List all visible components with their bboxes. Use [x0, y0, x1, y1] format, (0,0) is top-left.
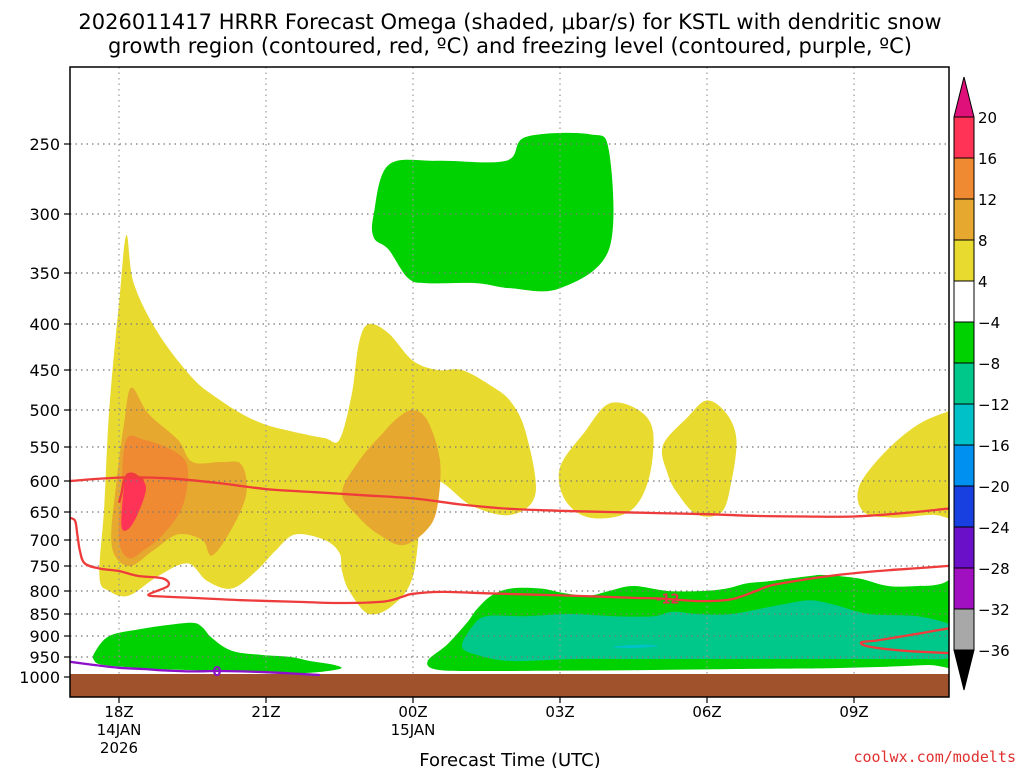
x-tick-label-18Z: 18Z	[104, 703, 133, 721]
colorbar-swatch-5	[953, 321, 975, 364]
dgz-line-right-loop	[859, 627, 949, 655]
colorbar-label-12: −32	[978, 601, 1010, 619]
x-tick-label-09Z: 09Z	[839, 703, 868, 721]
y-tick-label-350: 350	[29, 264, 60, 283]
colorbar-swatch-7	[953, 403, 975, 446]
y-tick-label-300: 300	[29, 205, 60, 224]
colorbar-top-arrow	[953, 76, 975, 118]
plot-frame	[69, 66, 950, 698]
credit-text: coolwx.com/modelts	[853, 748, 1016, 766]
dgz-contour-label: -12	[656, 592, 680, 607]
colorbar-swatch-11	[953, 567, 975, 610]
colorbar-label-11: −28	[978, 560, 1010, 578]
x-tick-label-06Z: 06Z	[692, 703, 721, 721]
y-tick-label-250: 250	[29, 135, 60, 154]
omega-neg8-lower	[461, 600, 949, 662]
colorbar-label-5: −4	[978, 314, 1000, 332]
x-tick-label-21Z: 21Z	[251, 703, 280, 721]
y-tick-label-1000: 1000	[19, 668, 60, 687]
omega-8-middle	[342, 409, 441, 546]
colorbar-label-8: −16	[978, 437, 1010, 455]
plot-area: -12 0	[70, 67, 949, 697]
omega-neg4-upper	[371, 132, 614, 292]
x-axis-title: Forecast Time (UTC)	[419, 750, 600, 768]
y-tick-label-950: 950	[29, 648, 60, 667]
omega-4-right-2	[661, 400, 737, 517]
y-tick-label-850: 850	[29, 605, 60, 624]
x-tick-label-03Z: 03Z	[545, 703, 574, 721]
y-tick-label-500: 500	[29, 401, 60, 420]
colorbar-label-6: −8	[978, 355, 1000, 373]
colorbar-label-1: 16	[978, 150, 997, 168]
y-tick-label-600: 600	[29, 472, 60, 491]
colorbar-label-4: 4	[978, 273, 988, 291]
x-tick-sublabel-14JAN: 14JAN	[97, 721, 142, 739]
contour-lines-layer: -12 0	[70, 472, 949, 680]
dgz-line-red-small	[117, 472, 145, 503]
dgz-line-left-drop	[70, 516, 949, 605]
colorbar-label-9: −20	[978, 478, 1010, 496]
y-tick-label-550: 550	[29, 438, 60, 457]
colorbar-swatch-6	[953, 362, 975, 405]
weak-band	[613, 644, 659, 648]
colorbar-swatch-12	[953, 608, 975, 651]
colorbar-swatch-8	[953, 444, 975, 487]
freezing-level-line	[70, 660, 320, 677]
omega-12-left	[118, 435, 189, 559]
chart-title-line-1: 2026011417 HRRR Forecast Omega (shaded, …	[78, 10, 941, 34]
omega-16-left	[121, 472, 147, 531]
colorbar-swatch-2	[953, 198, 975, 241]
dgz-line-upper	[70, 476, 949, 518]
colorbar-label-7: −12	[978, 396, 1010, 414]
x-tick-sublabel-2026: 2026	[100, 739, 138, 757]
y-axis: 250 300 350 400 450 500 550 600 650 700 750 800 850 9…	[19, 135, 70, 687]
colorbar-label-0: 20	[978, 109, 997, 127]
colorbar-swatch-9	[953, 485, 975, 528]
y-tick-label-400: 400	[29, 315, 60, 334]
x-tick-label-00Z: 00Z	[398, 703, 427, 721]
freezing-level-label: 0	[212, 665, 221, 680]
colorbar-bottom-arrow	[953, 649, 975, 691]
colorbar-swatch-0	[953, 116, 975, 159]
colorbar-label-10: −24	[978, 519, 1010, 537]
chart-title-line-2: growth region (contoured, red, ºC) and f…	[108, 34, 912, 58]
colorbar-swatch-1	[953, 157, 975, 200]
y-tick-label-450: 450	[29, 361, 60, 380]
omega-neg4-lower-left	[92, 622, 342, 674]
ground-layer	[70, 674, 949, 697]
colorbar-label-3: 8	[978, 232, 988, 250]
colorbar-label-2: 12	[978, 191, 997, 209]
y-tick-label-800: 800	[29, 582, 60, 601]
omega-4-main-left	[99, 234, 536, 615]
colorbar-swatch-4	[953, 280, 975, 323]
colorbar-swatch-10	[953, 526, 975, 569]
y-tick-label-650: 650	[29, 503, 60, 522]
colorbar-swatch-3	[953, 239, 975, 282]
y-tick-label-900: 900	[29, 627, 60, 646]
x-tick-sublabel-15JAN: 15JAN	[391, 721, 436, 739]
omega-4-right-3	[857, 411, 949, 519]
y-tick-label-750: 750	[29, 557, 60, 576]
ground-fill	[70, 674, 949, 697]
colorbar: 20 16 12 8 4 −4 −8 −12 −16 −20 −24 −28 −32 −36	[953, 76, 1010, 691]
omega-4-right-1	[558, 402, 654, 519]
omega-shading-layer	[92, 132, 949, 674]
y-tick-label-700: 700	[29, 531, 60, 550]
colorbar-label-13: −36	[978, 642, 1010, 660]
